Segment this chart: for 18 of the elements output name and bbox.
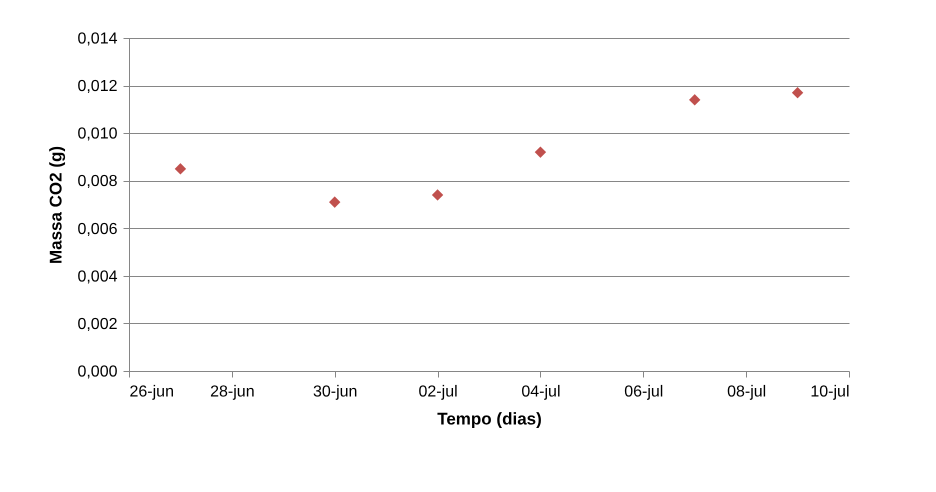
x-tick-label: 04-jul <box>521 384 560 400</box>
x-tick-label: 10-jul <box>810 384 850 400</box>
y-tick-label: 0,014 <box>77 30 118 48</box>
y-tick-label: 0,000 <box>77 364 118 380</box>
y-tick-label: 0,004 <box>77 268 118 286</box>
x-tick-label: 08-jul <box>727 384 766 400</box>
x-tick-label: 30-jun <box>312 384 358 400</box>
x-tick-label: 06-jul <box>624 384 664 400</box>
x-axis-title: Tempo (dias) <box>437 410 542 428</box>
y-axis-title: Massa CO2 (g) <box>46 146 66 264</box>
x-tick-label: 02-jul <box>418 384 458 400</box>
y-tick-label: 0,008 <box>77 173 118 190</box>
x-tick-label: 26-jun <box>130 384 174 400</box>
y-tick-label: 0,012 <box>77 78 118 96</box>
y-tick-label: 0,010 <box>77 126 118 143</box>
y-tick-label: 0,006 <box>77 220 118 238</box>
x-tick-label: 28-jun <box>210 384 255 400</box>
y-tick-label: 0,002 <box>77 316 118 333</box>
